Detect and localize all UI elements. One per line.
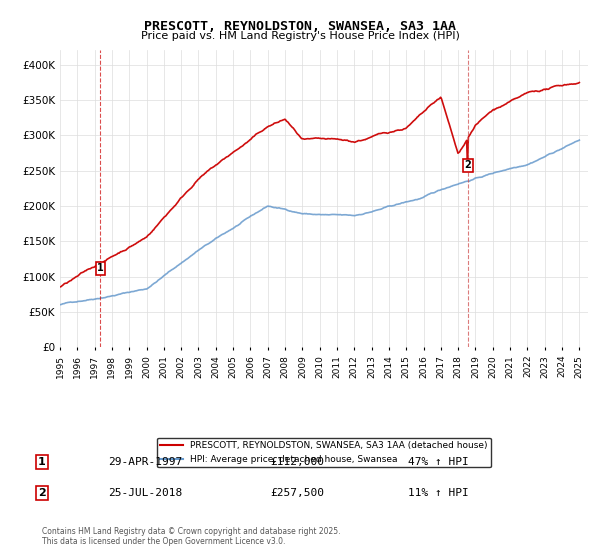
Text: Contains HM Land Registry data © Crown copyright and database right 2025.
This d: Contains HM Land Registry data © Crown c… (42, 526, 341, 546)
Text: £112,000: £112,000 (270, 457, 324, 467)
Text: 29-APR-1997: 29-APR-1997 (108, 457, 182, 467)
Text: 47% ↑ HPI: 47% ↑ HPI (408, 457, 469, 467)
Text: 1: 1 (38, 457, 46, 467)
Text: Price paid vs. HM Land Registry's House Price Index (HPI): Price paid vs. HM Land Registry's House … (140, 31, 460, 41)
Text: 2: 2 (464, 160, 471, 170)
Text: 25-JUL-2018: 25-JUL-2018 (108, 488, 182, 498)
Legend: PRESCOTT, REYNOLDSTON, SWANSEA, SA3 1AA (detached house), HPI: Average price, de: PRESCOTT, REYNOLDSTON, SWANSEA, SA3 1AA … (157, 437, 491, 468)
Text: 11% ↑ HPI: 11% ↑ HPI (408, 488, 469, 498)
Text: £257,500: £257,500 (270, 488, 324, 498)
Text: 2: 2 (38, 488, 46, 498)
Text: PRESCOTT, REYNOLDSTON, SWANSEA, SA3 1AA: PRESCOTT, REYNOLDSTON, SWANSEA, SA3 1AA (144, 20, 456, 32)
Text: 1: 1 (97, 263, 104, 273)
